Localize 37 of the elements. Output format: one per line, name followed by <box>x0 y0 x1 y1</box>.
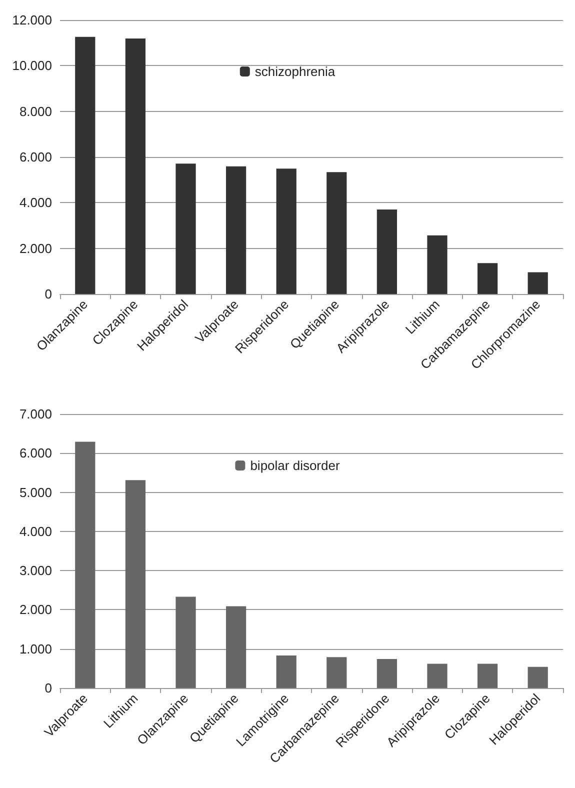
bar <box>376 210 398 294</box>
bar <box>528 666 548 688</box>
y-tick-label: 2.000 <box>19 240 52 256</box>
bar <box>75 36 96 294</box>
bar <box>326 657 347 688</box>
y-tick-label: 4.000 <box>19 195 52 210</box>
bar <box>125 38 146 294</box>
bar <box>226 606 246 688</box>
y-tick-label: 3.000 <box>19 563 52 578</box>
bar <box>477 664 498 688</box>
bar <box>125 480 146 688</box>
bar <box>427 664 448 688</box>
y-tick-label: 4.000 <box>19 524 52 539</box>
bar <box>427 235 448 294</box>
y-tick-label: 6.000 <box>19 446 52 461</box>
legend-label: schizophrenia <box>254 64 336 79</box>
bar <box>176 596 196 688</box>
y-tick-label: 1.000 <box>19 641 52 656</box>
y-tick-label: 0 <box>44 286 52 302</box>
bar <box>226 166 246 294</box>
legend-label: bipolar disorder <box>250 458 340 473</box>
bar <box>528 272 548 294</box>
bar <box>276 656 296 688</box>
bar <box>376 659 398 688</box>
bar <box>477 263 498 294</box>
y-tick-label: 5.000 <box>19 484 52 500</box>
bar <box>176 164 196 294</box>
bar <box>276 168 296 294</box>
y-tick-label: 10.000 <box>12 58 52 74</box>
y-tick-label: 8.000 <box>19 104 52 119</box>
y-tick-label: 6.000 <box>19 150 52 164</box>
y-tick-label: 2.000 <box>19 602 52 618</box>
bar <box>75 442 96 688</box>
y-tick-label: 7.000 <box>19 406 52 422</box>
y-tick-label: 0 <box>44 680 52 696</box>
bar <box>326 172 347 294</box>
y-tick-label: 12.000 <box>12 12 52 28</box>
